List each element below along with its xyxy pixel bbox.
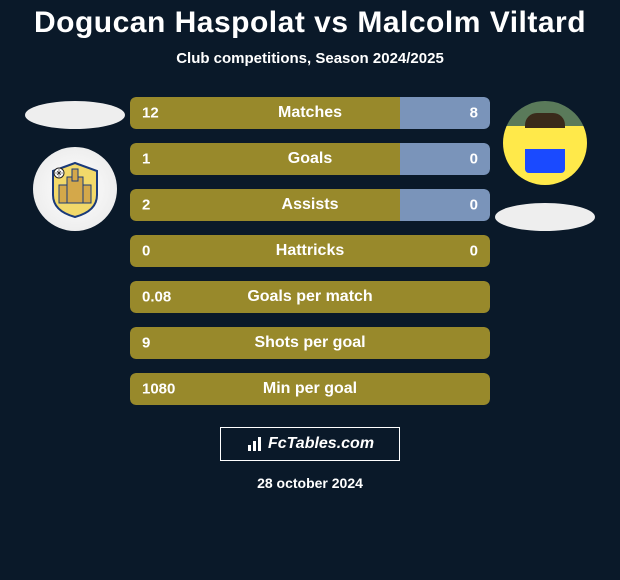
stat-bar-left bbox=[130, 97, 400, 129]
player2-name-ellipse bbox=[495, 203, 595, 231]
stat-label: Shots per goal bbox=[254, 334, 365, 352]
stat-label: Hattricks bbox=[276, 242, 344, 260]
stat-right-value: 0 bbox=[470, 197, 478, 214]
player2-photo bbox=[503, 101, 587, 185]
page-subtitle: Club competitions, Season 2024/2025 bbox=[176, 50, 444, 67]
date-label: 28 october 2024 bbox=[257, 475, 363, 491]
stat-label: Matches bbox=[278, 104, 342, 122]
chart-icon bbox=[246, 435, 264, 453]
stat-left-value: 1080 bbox=[142, 381, 175, 398]
stat-row: 9 Shots per goal bbox=[130, 327, 490, 359]
stat-row: 12 Matches 8 bbox=[130, 97, 490, 129]
stat-right-value: 8 bbox=[470, 105, 478, 122]
stat-row: 1080 Min per goal bbox=[130, 373, 490, 405]
stat-label: Min per goal bbox=[263, 380, 357, 398]
stat-left-value: 1 bbox=[142, 151, 150, 168]
stats-area: 12 Matches 8 1 Goals 0 2 Assists 0 bbox=[0, 97, 620, 405]
brand-logo: FcTables.com bbox=[220, 427, 400, 461]
stat-row: 1 Goals 0 bbox=[130, 143, 490, 175]
stat-row: 0.08 Goals per match bbox=[130, 281, 490, 313]
stat-label: Goals bbox=[288, 150, 332, 168]
stat-left-value: 12 bbox=[142, 105, 159, 122]
stat-label: Assists bbox=[282, 196, 339, 214]
stat-row: 0 Hattricks 0 bbox=[130, 235, 490, 267]
brand-text: FcTables.com bbox=[268, 435, 374, 453]
club-crest-icon bbox=[45, 159, 105, 219]
right-player-col bbox=[490, 97, 600, 405]
comparison-card: Dogucan Haspolat vs Malcolm Viltard Club… bbox=[0, 0, 620, 580]
left-player-col bbox=[20, 97, 130, 405]
page-title: Dogucan Haspolat vs Malcolm Viltard bbox=[34, 6, 586, 40]
stat-right-value: 0 bbox=[470, 151, 478, 168]
stat-label: Goals per match bbox=[247, 288, 372, 306]
stat-left-value: 0.08 bbox=[142, 289, 171, 306]
player1-club-badge bbox=[33, 147, 117, 231]
stat-row: 2 Assists 0 bbox=[130, 189, 490, 221]
player1-name-ellipse bbox=[25, 101, 125, 129]
stat-left-value: 9 bbox=[142, 335, 150, 352]
stat-left-value: 2 bbox=[142, 197, 150, 214]
stat-bar-left bbox=[130, 189, 400, 221]
player-silhouette-icon bbox=[525, 113, 565, 173]
stat-right-value: 0 bbox=[470, 243, 478, 260]
stat-bar-left bbox=[130, 143, 400, 175]
stat-left-value: 0 bbox=[142, 243, 150, 260]
stat-bars: 12 Matches 8 1 Goals 0 2 Assists 0 bbox=[130, 97, 490, 405]
